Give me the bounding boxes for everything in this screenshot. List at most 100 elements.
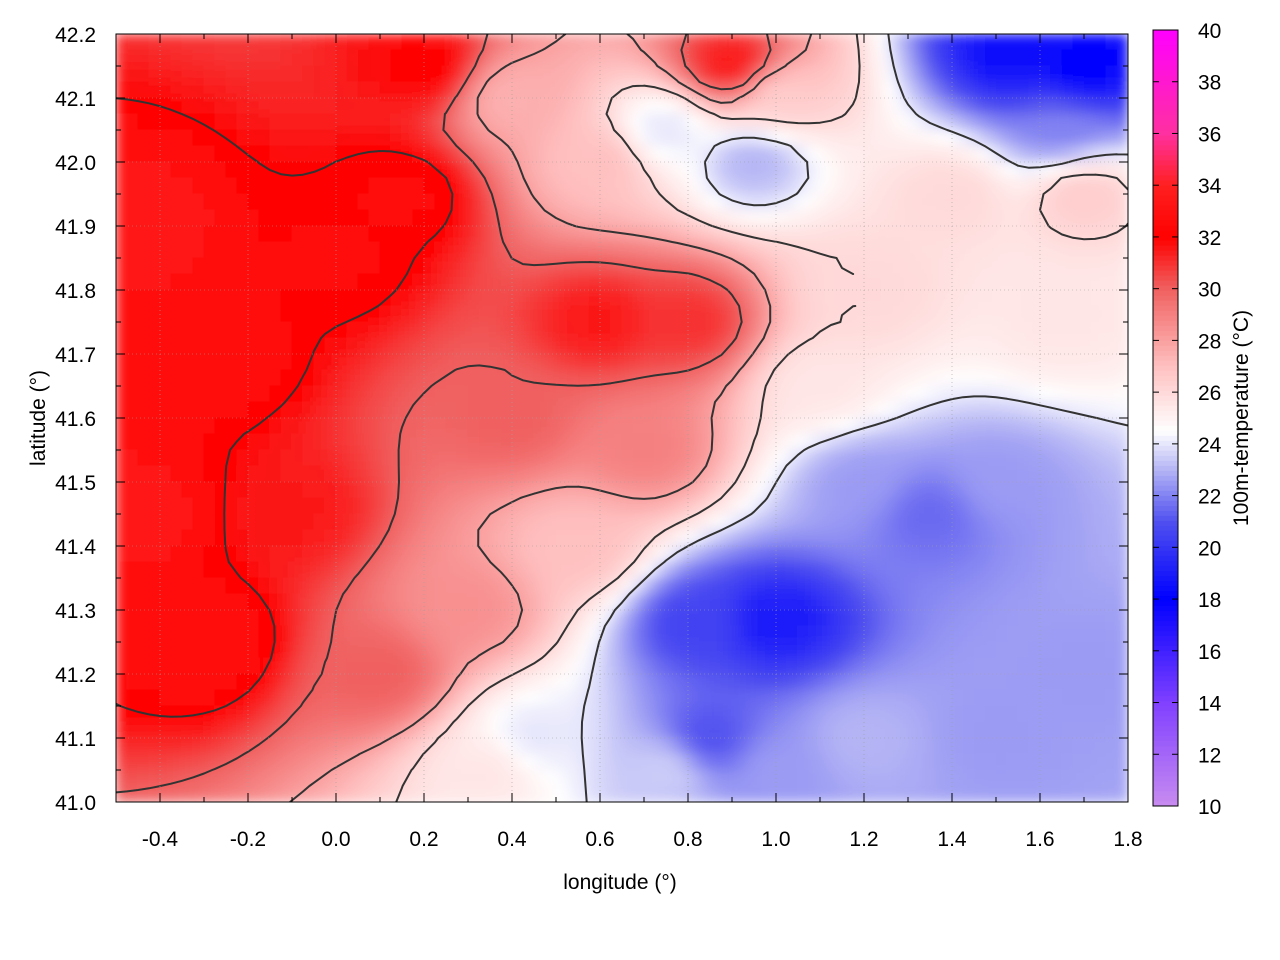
heatmap-cell <box>1061 353 1074 371</box>
heatmap-cell <box>1072 81 1085 99</box>
heatmap-cell <box>522 673 535 691</box>
heatmap-cell <box>566 81 579 99</box>
heatmap-cell <box>214 145 227 163</box>
heatmap-cell <box>984 449 997 467</box>
heatmap-cell <box>610 353 623 371</box>
heatmap-cell <box>467 769 480 787</box>
heatmap-cell <box>247 545 260 563</box>
heatmap-cell <box>665 753 678 771</box>
heatmap-cell <box>764 513 777 531</box>
heatmap-cell <box>962 513 975 531</box>
heatmap-cell <box>533 721 546 739</box>
heatmap-cell <box>247 321 260 339</box>
heatmap-cell <box>940 129 953 147</box>
heatmap-cell <box>533 177 546 195</box>
heatmap-cell <box>1028 593 1041 611</box>
heatmap-cell <box>720 561 733 579</box>
heatmap-cell <box>1105 721 1118 739</box>
heatmap-cell <box>478 417 491 435</box>
heatmap-cell <box>753 721 766 739</box>
heatmap-cell <box>698 34 711 51</box>
heatmap-cell <box>610 673 623 691</box>
heatmap-cell <box>445 513 458 531</box>
heatmap-cell <box>896 769 909 787</box>
heatmap-cell <box>1017 449 1030 467</box>
heatmap-cell <box>214 481 227 499</box>
heatmap-cell <box>291 625 304 643</box>
heatmap-cell <box>753 161 766 179</box>
x-tick-label: -0.4 <box>142 828 179 851</box>
heatmap-cell <box>456 609 469 627</box>
heatmap-cell <box>566 129 579 147</box>
heatmap-cell <box>335 289 348 307</box>
heatmap-cell <box>577 369 590 387</box>
heatmap-cell <box>192 81 205 99</box>
heatmap-cell <box>401 753 414 771</box>
heatmap-cell <box>116 561 128 579</box>
heatmap-cell <box>577 209 590 227</box>
heatmap-cell <box>1028 257 1041 275</box>
heatmap-cell <box>214 417 227 435</box>
heatmap-cell <box>555 305 568 323</box>
heatmap-cell <box>984 465 997 483</box>
heatmap-cell <box>852 401 865 419</box>
heatmap-cell <box>973 449 986 467</box>
heatmap-cell <box>1072 337 1085 355</box>
heatmap-cell <box>181 337 194 355</box>
heatmap-cell <box>764 769 777 787</box>
heatmap-cell <box>1017 785 1030 802</box>
heatmap-cell <box>764 465 777 483</box>
heatmap-cell <box>698 49 711 67</box>
heatmap-cell <box>434 65 447 83</box>
heatmap-cell <box>962 705 975 723</box>
heatmap-cell <box>456 785 469 802</box>
heatmap-cell <box>676 369 689 387</box>
colorbar-segment <box>1153 690 1178 697</box>
heatmap-cell <box>1039 673 1052 691</box>
colorbar-tick-label: 28 <box>1198 330 1221 353</box>
heatmap-cell <box>390 353 403 371</box>
heatmap-cell <box>885 481 898 499</box>
heatmap-cell <box>522 241 535 259</box>
heatmap-cell <box>445 721 458 739</box>
heatmap-cell <box>665 785 678 802</box>
heatmap-cell <box>786 481 799 499</box>
heatmap-cell <box>588 705 601 723</box>
heatmap-cell <box>643 129 656 147</box>
heatmap-cell <box>258 721 271 739</box>
heatmap-cell <box>973 401 986 419</box>
heatmap-cell <box>1061 705 1074 723</box>
heatmap-cell <box>379 225 392 243</box>
heatmap-cell <box>159 513 172 531</box>
colorbar-segment <box>1153 505 1178 511</box>
heatmap-cell <box>808 161 821 179</box>
heatmap-cell <box>1083 433 1096 451</box>
heatmap-cell <box>621 273 634 291</box>
heatmap-cell <box>1094 209 1107 227</box>
heatmap-cell <box>1061 449 1074 467</box>
heatmap-cell <box>995 449 1008 467</box>
heatmap-cell <box>874 161 887 179</box>
colorbar-segment <box>1153 410 1178 416</box>
heatmap-cell <box>313 97 326 115</box>
heatmap-cell <box>973 321 986 339</box>
heatmap-cell <box>819 369 832 387</box>
heatmap-cell <box>544 225 557 243</box>
heatmap-cell <box>709 785 722 802</box>
heatmap-cell <box>995 513 1008 531</box>
heatmap-cell <box>830 209 843 227</box>
heatmap-cell <box>500 321 513 339</box>
heatmap-cell <box>159 241 172 259</box>
heatmap-cell <box>1028 97 1041 115</box>
heatmap-cell <box>577 97 590 115</box>
heatmap-cell <box>335 113 348 131</box>
heatmap-cell <box>1105 257 1118 275</box>
heatmap-cell <box>940 177 953 195</box>
heatmap-cell <box>148 545 161 563</box>
heatmap-cell <box>116 177 128 195</box>
heatmap-cell <box>1061 465 1074 483</box>
heatmap-cell <box>852 673 865 691</box>
heatmap-cell <box>896 657 909 675</box>
heatmap-cell <box>610 529 623 547</box>
heatmap-cell <box>533 737 546 755</box>
